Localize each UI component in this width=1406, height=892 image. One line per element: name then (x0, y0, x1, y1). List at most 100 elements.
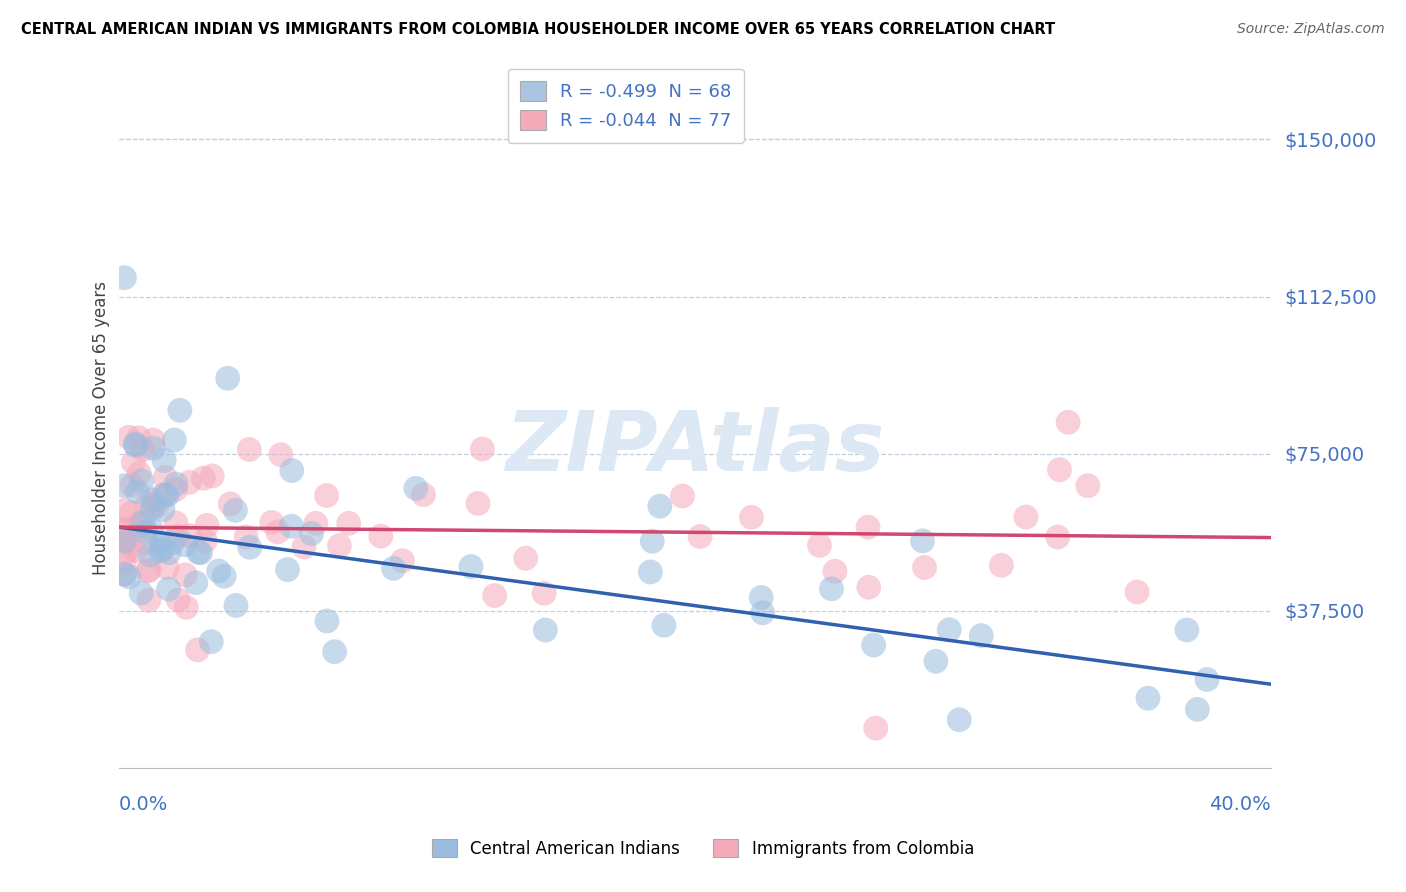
Point (150, 535, 173, 549)
Point (112, 522, 135, 536)
Point (412, 487, 434, 501)
Point (305, 516, 328, 531)
Point (173, 538, 195, 552)
Point (208, 564, 231, 578)
Point (165, 516, 187, 530)
Point (132, 516, 155, 530)
Point (267, 524, 290, 539)
Point (141, 492, 163, 507)
Point (145, 499, 167, 513)
Text: 40.0%: 40.0% (1209, 796, 1271, 814)
Point (112, 566, 135, 581)
Point (212, 569, 235, 583)
Point (112, 534, 135, 549)
Point (990, 558, 1012, 573)
Point (820, 582, 842, 596)
Point (112, 503, 135, 517)
Text: Source: ZipAtlas.com: Source: ZipAtlas.com (1237, 22, 1385, 37)
Point (122, 455, 145, 469)
Text: CENTRAL AMERICAN INDIAN VS IMMIGRANTS FROM COLOMBIA HOUSEHOLDER INCOME OVER 65 Y: CENTRAL AMERICAN INDIAN VS IMMIGRANTS FR… (21, 22, 1056, 37)
Point (136, 564, 159, 578)
Point (132, 442, 155, 457)
Point (751, 606, 773, 620)
Point (112, 554, 135, 568)
Point (862, 638, 884, 652)
Point (124, 543, 146, 558)
Point (1187, 702, 1209, 716)
Point (201, 469, 224, 483)
Y-axis label: Householder Income Over 65 years: Householder Income Over 65 years (93, 280, 110, 574)
Point (127, 484, 149, 499)
Point (948, 713, 970, 727)
Point (1015, 510, 1038, 524)
Point (260, 516, 283, 530)
Point (112, 479, 135, 493)
Point (169, 403, 191, 417)
Point (328, 539, 350, 553)
Point (141, 523, 163, 537)
Point (914, 560, 936, 574)
Point (808, 538, 831, 552)
Point (184, 575, 207, 590)
Point (150, 542, 173, 557)
Point (187, 545, 209, 559)
Point (323, 645, 346, 659)
Point (217, 371, 239, 385)
Point (128, 516, 150, 531)
Point (740, 510, 762, 524)
Point (1077, 478, 1099, 492)
Point (280, 519, 302, 533)
Point (405, 481, 427, 495)
Point (533, 586, 555, 600)
Point (112, 567, 135, 582)
Point (142, 433, 165, 447)
Point (179, 529, 201, 543)
Point (118, 570, 141, 584)
Point (135, 524, 157, 539)
Point (129, 586, 152, 600)
Point (1057, 415, 1080, 429)
Point (142, 441, 165, 455)
Point (195, 518, 218, 533)
Point (534, 623, 557, 637)
Point (152, 488, 174, 502)
Point (316, 614, 339, 628)
Point (749, 591, 772, 605)
Point (155, 470, 177, 484)
Point (467, 496, 489, 510)
Text: 0.0%: 0.0% (118, 796, 169, 814)
Point (640, 565, 662, 579)
Point (136, 498, 159, 512)
Point (911, 533, 934, 548)
Point (176, 600, 198, 615)
Point (1126, 585, 1149, 599)
Point (163, 433, 186, 447)
Point (156, 560, 179, 574)
Point (128, 431, 150, 445)
Point (471, 442, 494, 456)
Point (382, 561, 405, 575)
Point (281, 464, 304, 478)
Point (824, 564, 846, 578)
Point (1136, 691, 1159, 706)
Point (155, 487, 177, 501)
Point (165, 477, 187, 491)
Point (153, 453, 176, 467)
Point (152, 502, 174, 516)
Point (121, 478, 143, 492)
Point (120, 506, 142, 520)
Point (165, 483, 187, 497)
Point (1175, 623, 1198, 637)
Point (865, 721, 887, 735)
Point (167, 593, 190, 607)
Point (391, 554, 413, 568)
Point (858, 580, 880, 594)
Point (200, 634, 222, 648)
Point (856, 520, 879, 534)
Point (276, 563, 298, 577)
Legend: Central American Indians, Immigrants from Colombia: Central American Indians, Immigrants fro… (422, 829, 984, 868)
Point (641, 534, 664, 549)
Point (138, 593, 160, 607)
Point (224, 503, 246, 517)
Point (157, 546, 180, 560)
